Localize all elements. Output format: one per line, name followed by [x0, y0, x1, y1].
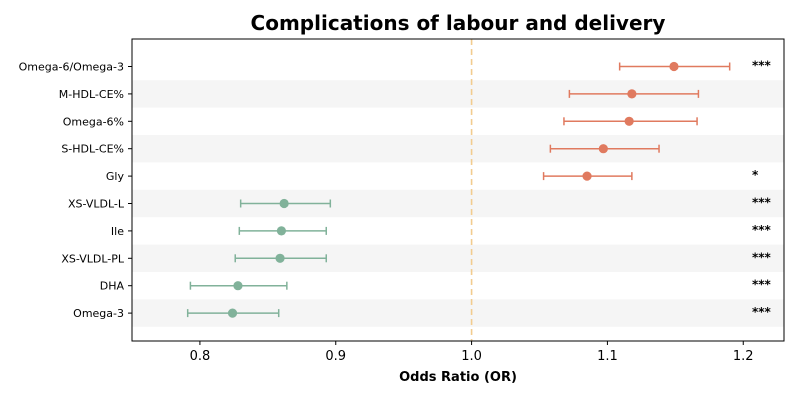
forest-row [238, 226, 327, 236]
significance-label: *** [752, 278, 772, 292]
x-tick-label: 1.0 [461, 349, 482, 364]
significance-label: *** [752, 59, 772, 73]
forest-row [189, 281, 288, 291]
point-estimate [279, 198, 289, 209]
significance-labels: ******************* [752, 59, 772, 320]
y-axis-ticks: Omega-6/Omega-3 M-HDL-CE% Omega-6% S-HDL-CE… [19, 61, 132, 320]
row-stripe [132, 244, 784, 272]
plot-frame [131, 38, 785, 342]
row-stripe [132, 135, 784, 163]
point-estimate [582, 171, 592, 181]
y-tick-label: Omega-6% [63, 115, 124, 128]
point-estimate [275, 253, 285, 263]
point-estimate [233, 281, 243, 291]
x-axis-ticks: 0.8 0.9 1.0 1.1 1.2 [190, 341, 754, 364]
y-tick-label: XS-VLDL-PL [61, 252, 125, 265]
point-estimate [227, 308, 238, 318]
forest-row [568, 89, 700, 99]
forest-row [186, 308, 280, 318]
x-tick-label: 1.1 [597, 349, 618, 364]
row-stripes [132, 80, 784, 327]
y-tick-label: Omega-3 [73, 307, 124, 320]
significance-label: *** [752, 223, 772, 237]
significance-label: * [752, 168, 759, 182]
chart-title: Complications of labour and delivery [251, 11, 666, 35]
forest-row [618, 61, 731, 72]
significance-label: *** [752, 196, 772, 210]
y-tick-label: Ile [111, 225, 124, 238]
data-marks [186, 61, 731, 318]
point-estimate [669, 61, 679, 72]
forest-row [542, 171, 633, 181]
y-tick-label: M-HDL-CE% [59, 88, 124, 101]
forest-row [234, 253, 327, 263]
y-tick-label: S-HDL-CE% [61, 143, 124, 156]
significance-label: *** [752, 250, 772, 264]
point-estimate [627, 89, 637, 99]
forest-row [563, 116, 698, 126]
forest-row [239, 198, 332, 209]
y-tick-label: Omega-6/Omega-3 [19, 61, 124, 74]
x-tick-label: 0.8 [190, 349, 211, 364]
significance-label: *** [752, 305, 772, 319]
row-stripe [132, 189, 784, 218]
y-tick-label: DHA [100, 280, 125, 293]
point-estimate [276, 226, 287, 236]
y-tick-label: XS-VLDL-L [68, 198, 125, 211]
y-tick-label: Gly [106, 170, 125, 183]
point-estimate [624, 116, 634, 126]
forest-row [549, 144, 660, 154]
point-estimate [598, 144, 608, 154]
x-tick-label: 0.9 [325, 349, 346, 364]
x-tick-label: 1.2 [733, 349, 754, 364]
x-axis-label: Odds Ratio (OR) [399, 370, 517, 385]
